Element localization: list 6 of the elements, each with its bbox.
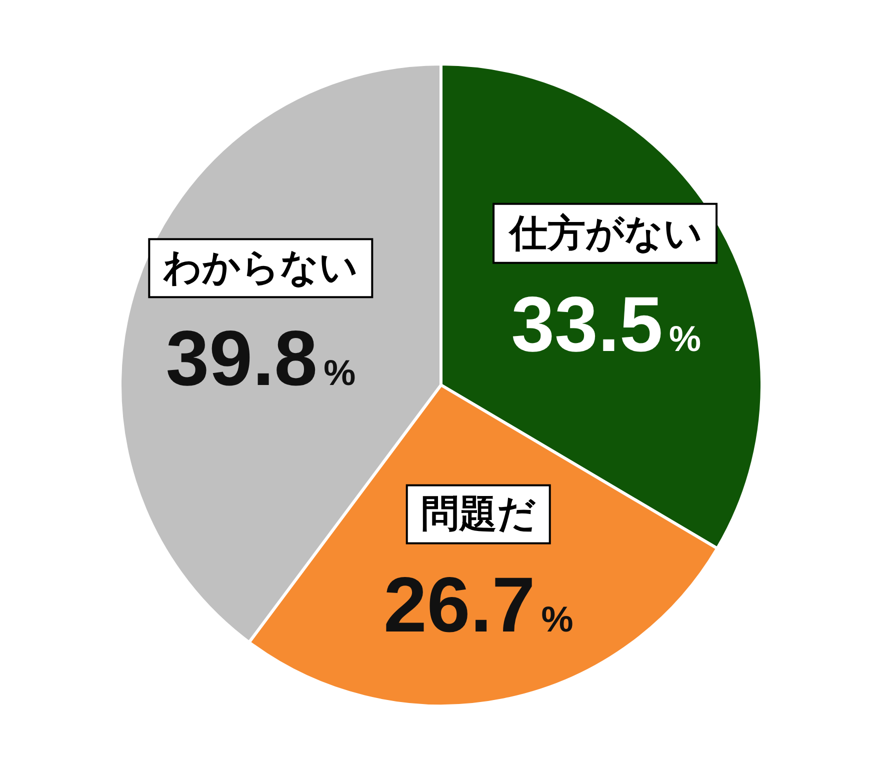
data-label: 26.7% (383, 560, 574, 648)
slice-label: 問題だ (420, 493, 536, 536)
slice-label: わからない (163, 247, 358, 290)
data-label: 33.5% (511, 280, 701, 368)
data-label: 39.8% (166, 314, 356, 402)
slice-label: 仕方がない (508, 212, 703, 255)
